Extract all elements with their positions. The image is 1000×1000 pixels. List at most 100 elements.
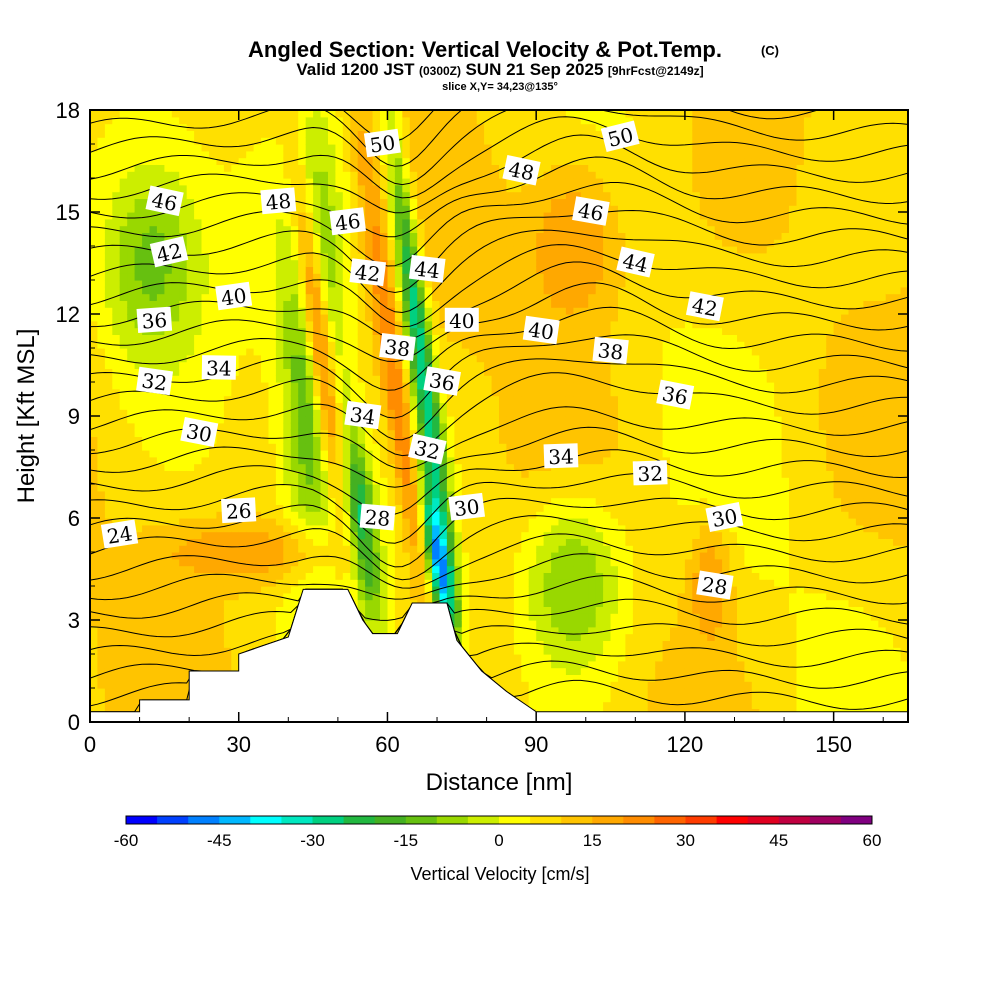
velocity-cell bbox=[372, 348, 381, 356]
velocity-cell bbox=[476, 178, 485, 186]
velocity-cell bbox=[201, 280, 210, 288]
velocity-cell bbox=[119, 599, 128, 607]
velocity-cell bbox=[461, 450, 470, 458]
velocity-cell bbox=[194, 191, 203, 199]
velocity-cell bbox=[454, 518, 463, 526]
velocity-cell bbox=[387, 110, 396, 118]
velocity-cell bbox=[238, 599, 247, 607]
velocity-cell bbox=[97, 497, 106, 505]
velocity-cell bbox=[171, 579, 180, 587]
velocity-cell bbox=[484, 123, 493, 131]
velocity-cell bbox=[484, 382, 493, 390]
velocity-cell bbox=[424, 395, 433, 403]
velocity-cell bbox=[335, 545, 344, 553]
velocity-cell bbox=[380, 286, 388, 295]
velocity-cell bbox=[268, 232, 277, 240]
velocity-cell bbox=[313, 348, 322, 356]
velocity-cell bbox=[164, 552, 173, 560]
velocity-cell bbox=[380, 436, 388, 444]
velocity-cell bbox=[461, 116, 470, 125]
velocity-cell bbox=[194, 252, 203, 261]
velocity-cell bbox=[417, 361, 426, 369]
velocity-cell bbox=[484, 116, 493, 125]
velocity-cell bbox=[387, 246, 396, 254]
velocity-cell bbox=[290, 327, 299, 335]
velocity-cell bbox=[446, 246, 455, 254]
velocity-cell bbox=[350, 354, 359, 363]
velocity-cell bbox=[476, 436, 485, 444]
velocity-cell bbox=[342, 286, 351, 295]
velocity-cell bbox=[290, 354, 299, 363]
velocity-cell bbox=[372, 545, 381, 553]
velocity-cell bbox=[238, 382, 247, 390]
velocity-cell bbox=[97, 436, 106, 444]
velocity-cell bbox=[201, 443, 210, 451]
velocity-cell bbox=[387, 327, 396, 335]
velocity-cell bbox=[268, 456, 277, 465]
velocity-cell bbox=[357, 477, 366, 485]
velocity-cell bbox=[127, 579, 136, 587]
velocity-cell bbox=[313, 300, 322, 308]
velocity-cell bbox=[372, 586, 381, 594]
velocity-cell bbox=[119, 300, 128, 308]
velocity-cell bbox=[283, 416, 292, 424]
velocity-cell bbox=[156, 443, 165, 451]
velocity-cell bbox=[283, 368, 292, 376]
velocity-cell bbox=[491, 484, 500, 492]
velocity-cell bbox=[119, 307, 128, 315]
velocity-cell bbox=[246, 348, 255, 356]
velocity-cell bbox=[179, 368, 188, 376]
velocity-cell bbox=[402, 429, 411, 437]
velocity-cell bbox=[149, 273, 158, 281]
velocity-cell bbox=[394, 157, 403, 165]
velocity-cell bbox=[194, 633, 203, 641]
velocity-cell bbox=[134, 137, 143, 145]
velocity-cell bbox=[127, 572, 136, 580]
velocity-cell bbox=[156, 300, 165, 308]
velocity-cell bbox=[149, 130, 158, 138]
velocity-cell bbox=[305, 191, 314, 199]
velocity-cell bbox=[372, 436, 381, 444]
velocity-cell bbox=[424, 416, 433, 424]
velocity-cell bbox=[134, 110, 143, 118]
velocity-cell bbox=[231, 259, 240, 267]
velocity-cell bbox=[342, 531, 351, 539]
velocity-cell bbox=[149, 694, 158, 703]
velocity-cell bbox=[179, 654, 188, 662]
velocity-cell bbox=[275, 171, 284, 179]
velocity-cell bbox=[238, 171, 247, 179]
velocity-cell bbox=[469, 626, 478, 635]
velocity-cell bbox=[275, 443, 284, 451]
velocity-cell bbox=[313, 484, 322, 492]
velocity-cell bbox=[209, 450, 217, 458]
velocity-cell bbox=[119, 674, 128, 682]
velocity-cell bbox=[104, 429, 113, 437]
velocity-cell bbox=[127, 116, 136, 125]
velocity-cell bbox=[461, 218, 470, 227]
velocity-cell bbox=[209, 395, 217, 403]
velocity-cell bbox=[328, 416, 336, 424]
velocity-cell bbox=[275, 293, 284, 301]
velocity-cell bbox=[209, 164, 217, 172]
velocity-cell bbox=[127, 205, 136, 213]
velocity-cell bbox=[357, 116, 366, 125]
velocity-cell bbox=[119, 252, 128, 261]
velocity-cell bbox=[424, 150, 433, 159]
velocity-cell bbox=[201, 552, 210, 560]
velocity-cell bbox=[142, 239, 151, 247]
velocity-cell bbox=[290, 586, 299, 594]
velocity-cell bbox=[209, 545, 217, 553]
velocity-cell bbox=[261, 110, 269, 118]
velocity-cell bbox=[424, 110, 433, 118]
velocity-cell bbox=[350, 280, 359, 288]
velocity-cell bbox=[432, 110, 441, 118]
velocity-cell bbox=[171, 395, 180, 403]
velocity-cell bbox=[216, 660, 225, 669]
velocity-cell bbox=[261, 354, 269, 363]
velocity-cell bbox=[261, 545, 269, 553]
velocity-cell bbox=[275, 504, 284, 512]
velocity-cell bbox=[171, 572, 180, 580]
velocity-cell bbox=[127, 456, 136, 465]
velocity-cell bbox=[112, 388, 121, 397]
velocity-cell bbox=[328, 552, 336, 560]
